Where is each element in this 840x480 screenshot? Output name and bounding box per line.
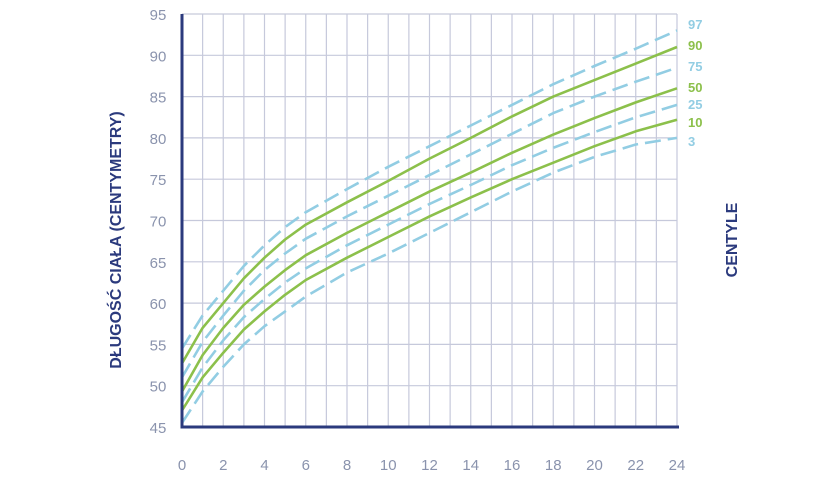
y-tick-label: 45 xyxy=(150,420,167,437)
legend-label-50: 50 xyxy=(688,80,702,95)
y-tick-label: 65 xyxy=(150,255,167,272)
legend-label-90: 90 xyxy=(688,38,702,53)
y-tick-label: 55 xyxy=(150,337,167,354)
y-tick-label: 95 xyxy=(150,7,167,24)
x-tick-label: 18 xyxy=(545,457,562,474)
y-tick-label: 75 xyxy=(150,172,167,189)
y-axis-label: DŁUGOŚĆ CIAŁA (CENTYMETRY) xyxy=(106,111,125,368)
y-tick-label: 90 xyxy=(150,48,167,65)
centile-line-25 xyxy=(180,103,678,403)
legend-label-10: 10 xyxy=(688,115,702,130)
x-tick-label: 8 xyxy=(343,457,351,474)
legend-label-97: 97 xyxy=(688,17,702,32)
axes xyxy=(180,14,679,429)
centile-line-97 xyxy=(180,29,678,350)
x-tick-label: 4 xyxy=(260,457,268,474)
x-tick-labels: 0 2 4 6 8 10 12 14 16 18 20 22 24 xyxy=(178,457,686,474)
y-tick-label: 85 xyxy=(150,90,167,107)
y-tick-label: 80 xyxy=(150,131,167,148)
grid xyxy=(182,13,678,427)
legend-label-75: 75 xyxy=(688,59,702,74)
x-tick-label: 22 xyxy=(627,457,644,474)
y-tick-label: 60 xyxy=(150,296,167,313)
x-tick-label: 12 xyxy=(421,457,438,474)
x-tick-label: 16 xyxy=(504,457,521,474)
x-tick-label: 24 xyxy=(669,457,686,474)
x-tick-label: 0 xyxy=(178,457,186,474)
y-tick-labels: 45 50 55 60 65 70 75 80 85 90 95 xyxy=(150,7,167,437)
series-lines xyxy=(180,29,678,424)
right-axis-label: CENTYLE xyxy=(724,202,741,277)
centile-line-75 xyxy=(180,66,678,379)
centile-line-50 xyxy=(180,87,678,393)
legend-label-3: 3 xyxy=(688,134,695,149)
x-tick-label: 14 xyxy=(462,457,479,474)
x-tick-label: 20 xyxy=(586,457,603,474)
y-tick-label: 70 xyxy=(150,214,167,231)
y-tick-label: 50 xyxy=(150,379,167,396)
centile-line-10 xyxy=(180,118,678,412)
legend-label-25: 25 xyxy=(688,97,702,112)
x-tick-label: 10 xyxy=(380,457,397,474)
x-tick-label: 6 xyxy=(302,457,310,474)
x-tick-label: 2 xyxy=(219,457,227,474)
legend: 97 90 75 50 25 10 3 xyxy=(688,17,702,149)
centile-line-90 xyxy=(180,45,678,365)
